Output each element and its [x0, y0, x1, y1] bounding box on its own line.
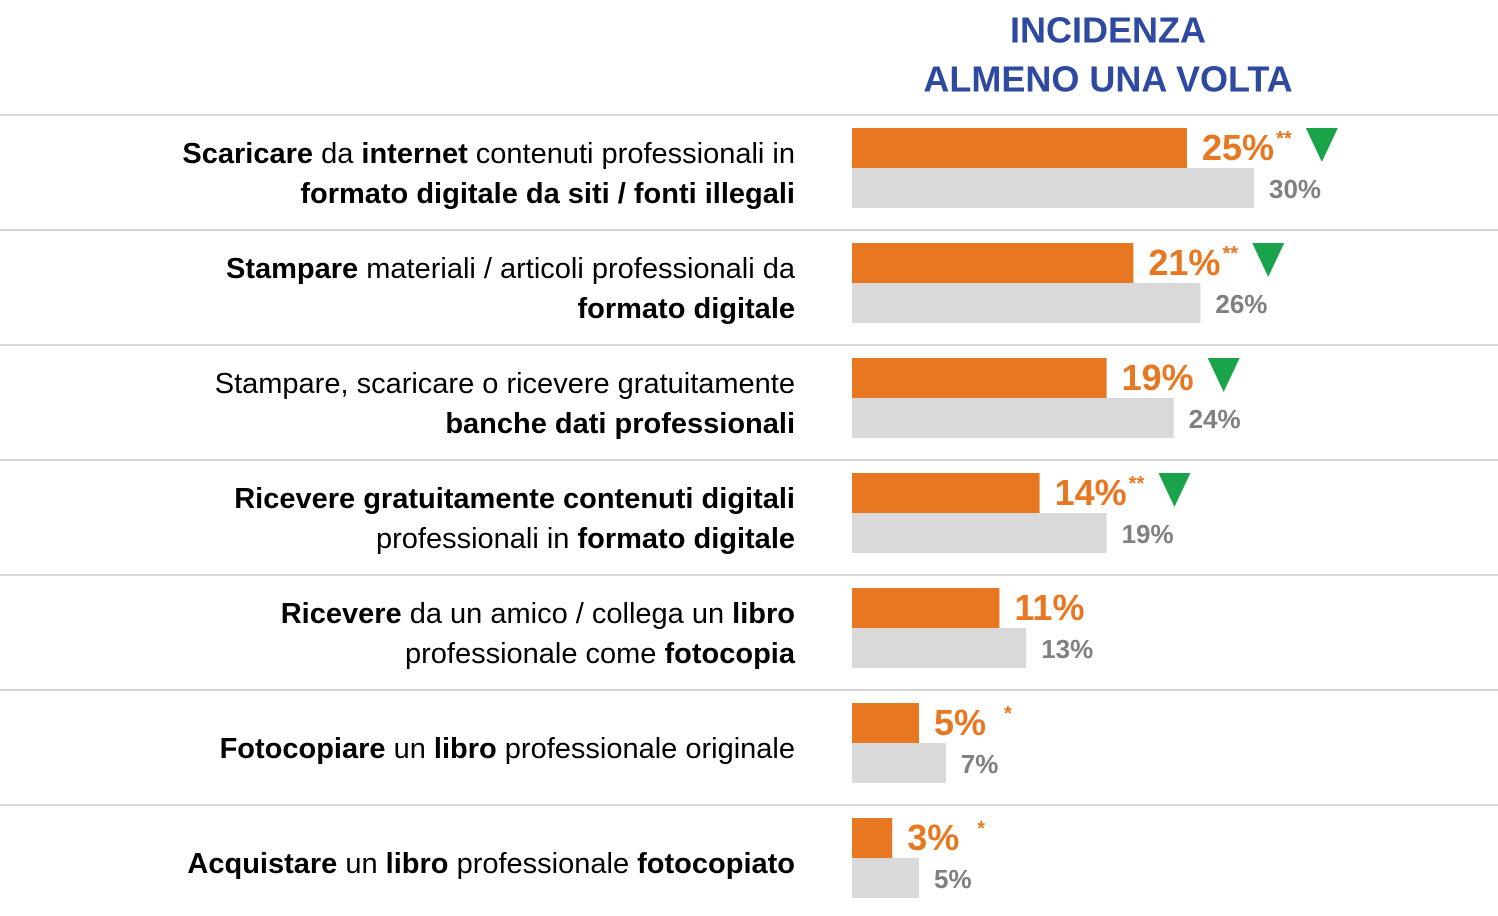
- chart-title: INCIDENZA: [1010, 10, 1206, 51]
- bar: [852, 703, 919, 743]
- label-run: da un amico / collega un: [402, 598, 732, 630]
- category-label: professionali in formato digitale: [376, 523, 795, 555]
- significance-marker: *: [1004, 703, 1012, 725]
- value-text: 5%: [934, 864, 972, 894]
- bar: [852, 358, 1107, 398]
- label-run: formato digitale da siti / fonti illegal…: [300, 178, 795, 210]
- bar: [852, 168, 1254, 208]
- label-run: internet: [361, 138, 468, 170]
- category-label: banche dati professionali: [445, 408, 795, 440]
- label-run: libro: [386, 848, 449, 880]
- decrease-arrow: [1305, 128, 1338, 162]
- bar: [852, 283, 1201, 323]
- value-text: 3%: [907, 817, 959, 858]
- value-text: 19%: [1122, 519, 1174, 549]
- label-run: materiali / articoli professionali da: [358, 253, 796, 285]
- label-run: contenuti professionali in: [468, 138, 795, 170]
- value-text: 11%: [1014, 587, 1084, 628]
- label-run: Ricevere: [281, 598, 402, 630]
- value-text: 25%: [1202, 127, 1274, 168]
- category-label: Fotocopiare un libro professionale origi…: [220, 733, 795, 765]
- value-text: 5%: [934, 702, 986, 743]
- label-run: Stampare, scaricare o ricevere gratuitam…: [215, 368, 795, 400]
- label-run: banche dati professionali: [445, 408, 795, 440]
- significance-marker: **: [1222, 243, 1238, 265]
- value-label: 19%: [1122, 357, 1194, 398]
- category-label: formato digitale: [577, 293, 795, 325]
- value-label: 7%: [961, 749, 999, 779]
- value-label: 14% **: [1055, 472, 1145, 513]
- value-text: 30%: [1269, 174, 1321, 204]
- value-label: 11%: [1014, 587, 1084, 628]
- label-run: da: [313, 138, 361, 170]
- label-run: libro: [434, 733, 497, 765]
- label-run: professionale originale: [497, 733, 795, 765]
- chart-title: ALMENO UNA VOLTA: [923, 59, 1292, 100]
- category-label: Stampare materiali / articoli profession…: [226, 253, 796, 285]
- bar: [852, 128, 1187, 168]
- category-label: Stampare, scaricare o ricevere gratuitam…: [215, 368, 795, 400]
- bar: [852, 743, 946, 783]
- value-label: 5%: [934, 864, 972, 894]
- label-run: un: [386, 733, 434, 765]
- label-run: Fotocopiare: [220, 733, 386, 765]
- value-label: 5% *: [934, 702, 1012, 743]
- category-label: Ricevere da un amico / collega un libro: [281, 598, 795, 630]
- bar: [852, 398, 1174, 438]
- category-label: formato digitale da siti / fonti illegal…: [300, 178, 795, 210]
- value-text: 13%: [1041, 634, 1093, 664]
- significance-marker: *: [977, 818, 985, 840]
- significance-marker: **: [1276, 128, 1292, 150]
- label-run: formato digitale: [577, 523, 795, 555]
- value-label: 24%: [1189, 404, 1241, 434]
- label-run: Scaricare: [182, 138, 313, 170]
- label-run: professionale: [449, 848, 638, 880]
- bar: [852, 243, 1134, 283]
- category-label: Acquistare un libro professionale fotoco…: [187, 848, 795, 880]
- category-label: professionale come fotocopia: [405, 638, 796, 670]
- value-text: 19%: [1122, 357, 1194, 398]
- label-run: Acquistare: [187, 848, 337, 880]
- value-text: 26%: [1215, 289, 1267, 319]
- label-run: un: [337, 848, 385, 880]
- label-run: fotocopia: [665, 638, 796, 670]
- bar: [852, 513, 1107, 553]
- label-run: fotocopiato: [637, 848, 795, 880]
- value-label: 30%: [1269, 174, 1321, 204]
- decrease-arrow: [1207, 358, 1240, 392]
- decrease-arrow: [1252, 243, 1285, 277]
- value-text: 7%: [961, 749, 999, 779]
- label-run: professionali in: [376, 523, 578, 555]
- value-label: 21% **: [1148, 242, 1238, 283]
- label-run: Stampare: [226, 253, 358, 285]
- bar: [852, 588, 1000, 628]
- value-label: 25% **: [1202, 127, 1292, 168]
- significance-marker: **: [1129, 473, 1145, 495]
- value-text: 21%: [1148, 242, 1220, 283]
- value-label: 3% *: [907, 817, 985, 858]
- value-label: 13%: [1041, 634, 1093, 664]
- value-text: 14%: [1055, 472, 1127, 513]
- value-label: 19%: [1122, 519, 1174, 549]
- category-label: Ricevere gratuitamente contenuti digital…: [234, 483, 795, 515]
- value-label: 26%: [1215, 289, 1267, 319]
- label-run: libro: [732, 598, 795, 630]
- bar: [852, 628, 1027, 668]
- value-text: 24%: [1189, 404, 1241, 434]
- bar: [852, 818, 893, 858]
- bar: [852, 858, 919, 898]
- decrease-arrow: [1158, 473, 1191, 507]
- label-run: professionale come: [405, 638, 665, 670]
- label-run: Ricevere gratuitamente contenuti digital…: [234, 483, 795, 515]
- bar: [852, 473, 1040, 513]
- category-label: Scaricare da internet contenuti professi…: [182, 138, 795, 170]
- label-run: formato digitale: [577, 293, 795, 325]
